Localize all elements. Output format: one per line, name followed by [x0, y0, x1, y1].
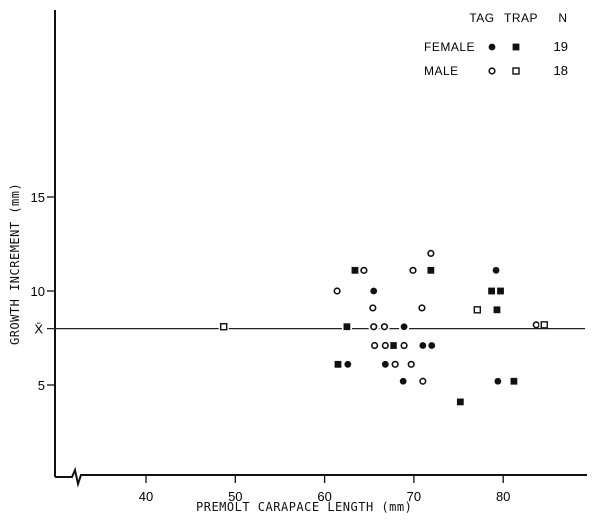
data-point: [368, 323, 379, 331]
data-point: [492, 377, 503, 385]
legend-tag-marker: [487, 43, 497, 51]
legend-trap-marker: [511, 43, 521, 51]
x-axis-with-break: [55, 466, 587, 488]
data-point: [416, 304, 427, 312]
legend-tag-marker: [487, 67, 497, 75]
data-point: [425, 249, 436, 257]
data-point: [349, 266, 360, 274]
x-tick-label: 70: [407, 489, 421, 504]
data-point: [472, 306, 483, 314]
data-point: [398, 377, 409, 385]
x-axis-label: PREMOLT CARAPACE LENGTH (mm): [196, 500, 413, 514]
y-tick-label: 5: [38, 378, 45, 393]
x-tick-label: 60: [317, 489, 331, 504]
data-point: [408, 266, 419, 274]
data-point: [491, 306, 502, 314]
legend-label-male: MALE: [424, 64, 459, 78]
legend-trap-marker: [511, 67, 521, 75]
data-point: [486, 287, 497, 295]
data-point: [508, 377, 519, 385]
data-point: [379, 323, 390, 331]
x-tick-label: 50: [228, 489, 242, 504]
data-point: [342, 360, 353, 368]
legend: TAG TRAP N FEMALE 19 MALE 18: [424, 11, 568, 78]
legend-label-female: FEMALE: [424, 40, 475, 54]
data-point: [388, 342, 399, 349]
data-points: [218, 249, 550, 406]
data-point: [455, 398, 466, 406]
data-point: [341, 323, 352, 331]
data-point: [417, 377, 428, 385]
legend-n: 18: [554, 63, 568, 78]
mean-label: X̄: [34, 322, 43, 337]
data-point: [380, 360, 391, 368]
y-tick-label: 10: [31, 284, 45, 299]
data-point: [417, 342, 428, 349]
y-tick-label: 15: [31, 190, 45, 205]
legend-header-trap: TRAP: [504, 11, 538, 25]
legend-n: 19: [554, 39, 568, 54]
legend-header-tag: TAG: [469, 11, 494, 25]
data-point: [531, 321, 542, 329]
legend-header-n: N: [558, 11, 567, 25]
data-point: [425, 266, 436, 274]
data-point: [218, 323, 229, 331]
data-point: [491, 266, 502, 274]
data-point: [358, 266, 369, 274]
data-point: [332, 287, 343, 295]
data-point: [332, 360, 343, 368]
x-tick-label: 80: [496, 489, 510, 504]
data-point: [406, 360, 417, 368]
data-point: [426, 342, 437, 349]
y-axis-label: GROWTH INCREMENT (mm): [8, 182, 22, 345]
data-point: [539, 321, 550, 329]
data-point: [390, 360, 401, 368]
data-point: [368, 287, 379, 295]
data-point: [380, 341, 391, 350]
axes: 40 50 60 70 80 5 10 15 X̄: [31, 10, 587, 504]
x-tick-label: 40: [139, 489, 153, 504]
data-point: [495, 287, 506, 295]
data-point: [369, 341, 380, 350]
data-point: [399, 323, 410, 331]
data-point: [399, 341, 410, 350]
data-point: [367, 304, 378, 312]
